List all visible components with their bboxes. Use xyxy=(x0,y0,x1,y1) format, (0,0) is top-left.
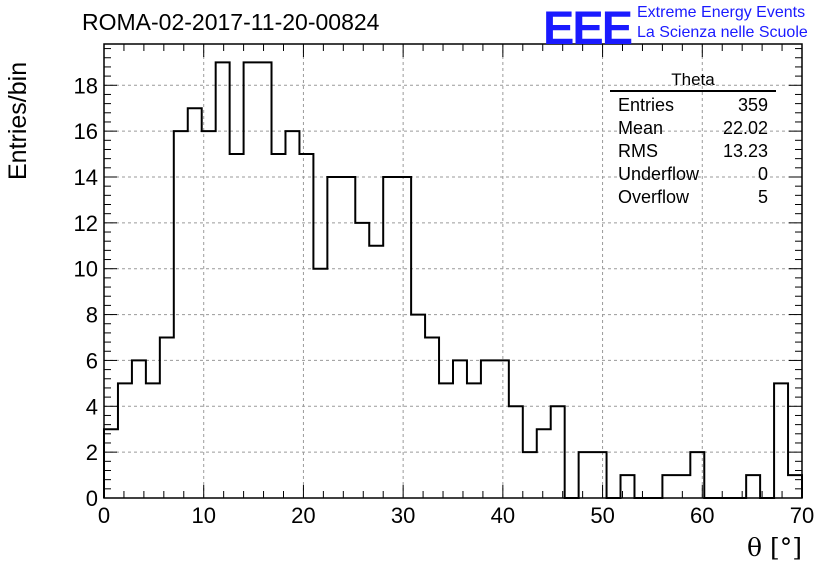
stats-value: 13.23 xyxy=(722,141,768,161)
x-tick-label: 10 xyxy=(191,503,215,528)
histogram-bin xyxy=(579,452,593,498)
stats-value: 5 xyxy=(757,187,768,207)
histogram-bin xyxy=(285,131,299,498)
x-axis-label: θ [°] xyxy=(746,533,802,562)
histogram-bin xyxy=(160,337,174,498)
histogram-bin xyxy=(272,154,286,498)
histogram-bin xyxy=(327,177,341,498)
histogram-bin xyxy=(132,360,146,498)
histogram-bin xyxy=(118,383,132,498)
histogram-bin xyxy=(551,406,565,498)
x-tick-label: 50 xyxy=(590,503,614,528)
histogram-bin xyxy=(411,315,425,498)
histogram-bin xyxy=(313,269,327,498)
y-tick-label: 18 xyxy=(74,73,98,98)
stats-row-overflow: Overflow 5 xyxy=(610,186,776,209)
stats-value: 0 xyxy=(757,164,768,184)
histogram-bin xyxy=(244,62,258,498)
histogram-bin xyxy=(593,452,607,498)
y-tick-label: 12 xyxy=(74,211,98,236)
stats-label: Mean xyxy=(618,118,664,138)
y-tick-label: 0 xyxy=(86,486,98,511)
y-tick-label: 8 xyxy=(86,303,98,328)
histogram-bin xyxy=(453,360,467,498)
logo-text: Extreme Energy Events La Scienza nelle S… xyxy=(637,3,808,43)
y-tick-label: 16 xyxy=(74,119,98,144)
histogram-bin xyxy=(230,154,244,498)
histogram-bin xyxy=(369,246,383,498)
logo-line-1: Extreme Energy Events xyxy=(637,4,806,21)
x-tick-label: 30 xyxy=(391,503,415,528)
histogram-bin xyxy=(439,383,453,498)
histogram-bin xyxy=(523,452,537,498)
stats-box: Theta Entries 359 Mean 22.02 RMS 13.23 U… xyxy=(610,70,776,209)
x-tick-label: 20 xyxy=(291,503,315,528)
histogram-outline xyxy=(103,61,803,499)
grid-lines xyxy=(104,44,802,498)
x-tick-label: 60 xyxy=(690,503,714,528)
histogram-bin xyxy=(481,360,495,498)
histogram-bin xyxy=(174,131,188,498)
logo-line-2: La Scienza nelle Scuole xyxy=(637,24,808,41)
stats-row-underflow: Underflow 0 xyxy=(610,163,776,186)
chart-title: ROMA-02-2017-11-20-00824 xyxy=(82,9,380,35)
histogram-bin xyxy=(383,177,397,498)
eee-logo: EEE xyxy=(543,1,633,54)
y-tick-label: 14 xyxy=(74,165,98,190)
histogram-bin xyxy=(258,62,272,498)
y-tick-label: 10 xyxy=(74,257,98,282)
histogram-bin xyxy=(202,131,216,498)
histogram-bin xyxy=(676,475,690,498)
histogram-bin xyxy=(621,475,635,498)
histogram-bin xyxy=(537,429,551,498)
histogram-bin xyxy=(662,475,676,498)
stats-label: Overflow xyxy=(618,187,690,207)
histogram-bin xyxy=(746,475,760,498)
histogram-series xyxy=(103,61,803,499)
histogram-bin xyxy=(690,452,704,498)
stats-row-mean: Mean 22.02 xyxy=(610,117,776,140)
plot-frame xyxy=(103,43,803,499)
histogram-bin xyxy=(299,154,313,498)
stats-title: Theta xyxy=(610,70,776,92)
y-tick-label: 6 xyxy=(86,348,98,373)
y-tick-label: 4 xyxy=(86,394,98,419)
stats-row-rms: RMS 13.23 xyxy=(610,140,776,163)
histogram-bin xyxy=(341,177,355,498)
histogram-bin xyxy=(495,360,509,498)
histogram-bin xyxy=(425,337,439,498)
histogram-bin xyxy=(188,108,202,498)
histogram-bin xyxy=(467,383,481,498)
histogram-bin xyxy=(355,223,369,498)
stats-row-entries: Entries 359 xyxy=(610,94,776,117)
x-tick-label: 0 xyxy=(98,503,110,528)
stats-value: 22.02 xyxy=(722,118,768,138)
x-tick-label: 70 xyxy=(790,503,814,528)
histogram-bin xyxy=(104,429,118,498)
stats-label: RMS xyxy=(618,141,658,161)
stats-value: 359 xyxy=(737,95,768,115)
histogram-bin xyxy=(146,383,160,498)
stats-label: Underflow xyxy=(618,164,700,184)
histogram-bin xyxy=(509,406,523,498)
x-tick-label: 40 xyxy=(491,503,515,528)
histogram-bin xyxy=(397,177,411,498)
histogram-bin xyxy=(788,475,802,498)
tick-marks xyxy=(103,44,803,499)
y-tick-label: 2 xyxy=(86,440,98,465)
stats-label: Entries xyxy=(618,95,675,115)
histogram-bin xyxy=(774,383,788,498)
histogram-bin xyxy=(216,62,230,498)
y-axis-label: Entries/bin xyxy=(4,61,32,180)
axes xyxy=(103,43,803,499)
